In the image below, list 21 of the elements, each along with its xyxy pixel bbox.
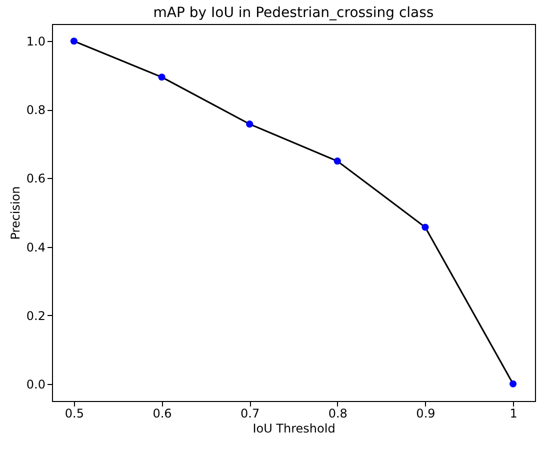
x-tick-label: 0.5 [64, 406, 84, 420]
point [422, 224, 429, 231]
y-axis-title: Precision [8, 186, 22, 240]
x-tick-label: 0.8 [328, 406, 348, 420]
x-tick-label: 0.7 [240, 406, 260, 420]
point [158, 74, 166, 81]
x-axis-title: IoU Threshold [252, 422, 336, 436]
point [246, 120, 254, 128]
y-tick-label: 1.0 [26, 34, 46, 49]
y-tick-label: 0.6 [26, 172, 46, 186]
point [70, 38, 78, 45]
y-tick-label: 0.0 [26, 377, 46, 392]
point [334, 158, 341, 165]
y-tick-label: 0.8 [26, 103, 46, 118]
y-tick-label: 0.4 [26, 240, 46, 254]
x-tick-label: 1 [510, 406, 518, 420]
x-tick-label: 0.9 [416, 406, 436, 420]
point [510, 380, 517, 388]
x-tick-label: 0.6 [152, 406, 172, 420]
chart-title: mAP by IoU in Pedestrian_crossing class [153, 5, 434, 21]
y-tick-label: 0.2 [26, 308, 46, 323]
